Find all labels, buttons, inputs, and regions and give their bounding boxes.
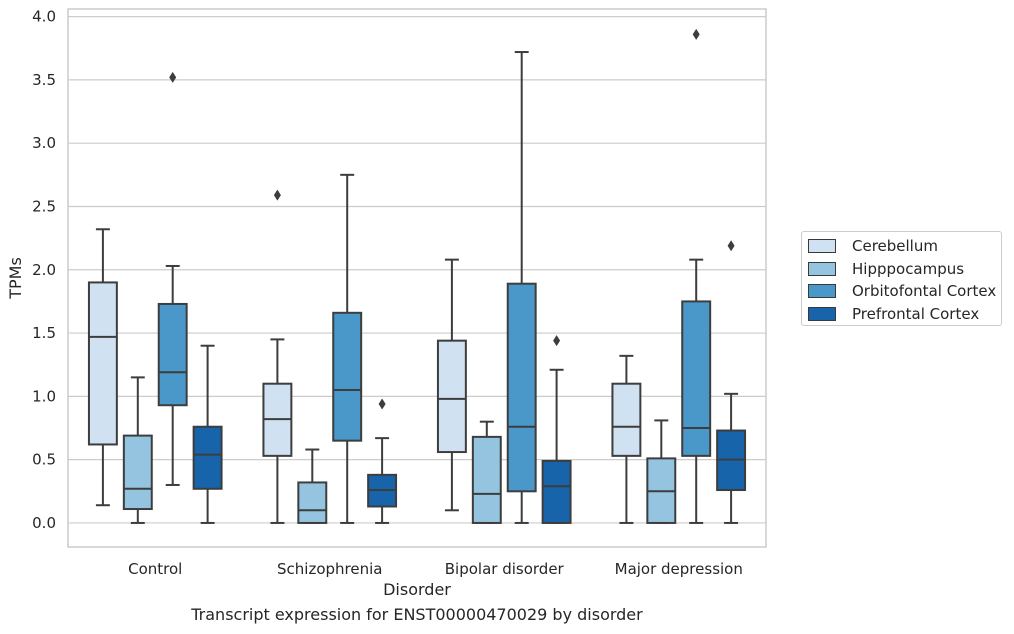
legend-swatch	[808, 284, 836, 299]
box-group	[332, 173, 363, 524]
legend-label: Orbitofontal Cortex	[852, 282, 997, 301]
y-tick-label: 3.5	[32, 71, 56, 89]
x-tick-label: Schizophrenia	[277, 560, 382, 578]
legend-item-cerebellum: Cerebellum	[808, 235, 1001, 258]
box-group	[157, 71, 188, 486]
box	[541, 459, 572, 524]
box	[87, 281, 118, 446]
y-axis-ticks: 0.0 0.5 1.0 1.5 2.0 2.5 3.0 3.5 4.0	[32, 8, 56, 532]
box-group	[436, 258, 467, 512]
plot-frame	[67, 8, 767, 548]
y-axis-label: TPMs	[6, 257, 25, 300]
y-tick-label: 3.0	[32, 134, 56, 152]
box-group	[262, 189, 293, 524]
outlier-point	[273, 189, 281, 201]
legend-item-prefrontal-cortex: Prefrontal Cortex	[808, 303, 1001, 326]
box-group	[611, 354, 642, 524]
box	[297, 481, 328, 524]
outlier-point	[727, 240, 735, 252]
box-group	[87, 228, 118, 507]
chart-caption: Transcript expression for ENST0000047002…	[191, 605, 643, 624]
boxes	[87, 28, 747, 524]
box	[332, 311, 363, 442]
box-group	[506, 51, 537, 524]
box-group	[541, 335, 572, 524]
box-group	[192, 344, 223, 524]
outlier-point	[378, 398, 386, 410]
box-group	[716, 240, 747, 524]
box	[681, 300, 712, 457]
outlier-point	[169, 71, 177, 83]
box	[506, 282, 537, 493]
legend-swatch	[808, 239, 836, 254]
legend-swatch	[808, 307, 836, 322]
x-tick-label: Major depression	[615, 560, 743, 578]
y-tick-label: 0.5	[32, 451, 56, 469]
y-tick-label: 2.5	[32, 197, 56, 215]
x-axis-label: Disorder	[383, 580, 451, 599]
y-tick-label: 0.0	[32, 514, 56, 532]
box-group	[367, 398, 398, 524]
box	[611, 382, 642, 457]
legend-item-hippocampus: Hipppocampus	[808, 258, 1001, 281]
box	[157, 302, 188, 407]
y-tick-label: 1.5	[32, 324, 56, 342]
box	[192, 425, 223, 490]
box-group	[471, 420, 502, 524]
y-tick-label: 1.0	[32, 387, 56, 405]
outlier-point	[692, 28, 700, 40]
legend-label: Prefrontal Cortex	[852, 305, 980, 324]
box	[122, 434, 153, 511]
legend-label: Cerebellum	[852, 237, 938, 256]
box-group	[681, 28, 712, 524]
box-group	[122, 376, 153, 524]
y-tick-label: 2.0	[32, 261, 56, 279]
box	[436, 339, 467, 454]
box	[471, 435, 502, 524]
legend-item-orbitofrontal-cortex: Orbitofontal Cortex	[808, 280, 1001, 303]
legend: Cerebellum Hipppocampus Orbitofontal Cor…	[801, 231, 1002, 326]
x-tick-label: Control	[128, 560, 182, 578]
x-tick-label: Bipolar disorder	[445, 560, 565, 578]
legend-swatch	[808, 261, 836, 276]
y-tick-label: 4.0	[32, 8, 56, 26]
outlier-point	[553, 335, 561, 347]
legend-label: Hipppocampus	[852, 259, 965, 278]
box-group	[646, 419, 677, 524]
x-axis-ticks: Control Schizophrenia Bipolar disorder Majo…	[128, 560, 743, 578]
box-group	[297, 448, 328, 524]
